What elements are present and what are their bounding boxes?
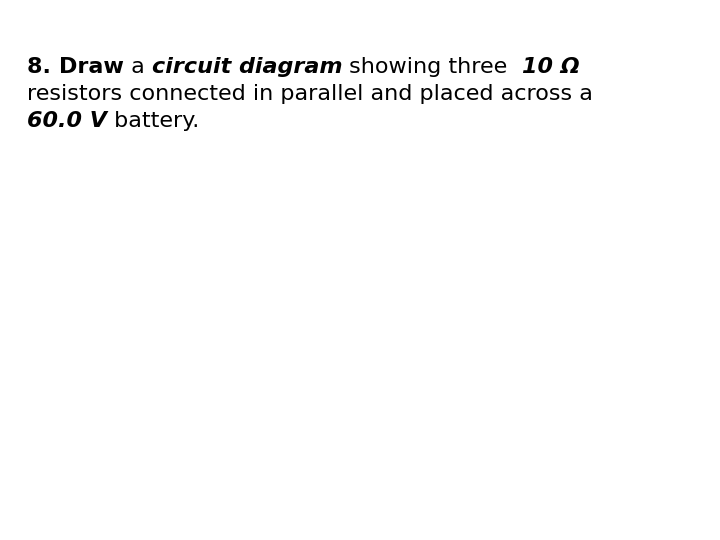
Text: 60.0 V: 60.0 V (27, 111, 107, 131)
Text: battery.: battery. (107, 111, 199, 131)
Text: 10 Ω: 10 Ω (522, 57, 580, 77)
Text: Draw: Draw (59, 57, 124, 77)
Text: circuit diagram: circuit diagram (152, 57, 342, 77)
Text: 8.: 8. (27, 57, 59, 77)
Text: showing three: showing three (342, 57, 522, 77)
Text: resistors connected in parallel and placed across a: resistors connected in parallel and plac… (27, 84, 593, 104)
Text: a: a (124, 57, 152, 77)
